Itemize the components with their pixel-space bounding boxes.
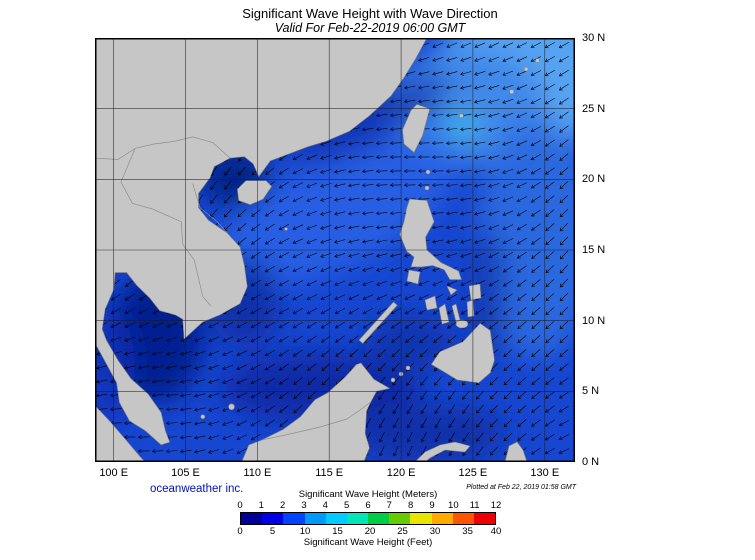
leyte	[466, 299, 475, 318]
mainland-asia	[95, 38, 428, 446]
oceanweather-credit: oceanweather inc.	[150, 483, 244, 495]
map-frame	[95, 38, 575, 462]
meters-tick: 5	[344, 500, 350, 511]
lon-tick-label: 105 E	[171, 467, 200, 479]
meters-tick: 1	[258, 500, 264, 511]
lon-tick-label: 115 E	[315, 467, 344, 479]
legend-feet-ticks: 0 5 10 15 20 25 30 35 40	[237, 526, 501, 537]
lat-tick-label: 5 N	[582, 385, 600, 398]
lon-tick-label: 120 E	[386, 467, 416, 479]
feet-tick: 40	[490, 526, 502, 537]
anambas-islands	[200, 414, 206, 420]
colorbar	[240, 512, 496, 525]
plotted-timestamp: Plotted at Feb 22, 2019 01:58 GMT	[466, 484, 576, 491]
meters-tick: 12	[490, 500, 502, 511]
babuyan-islands	[424, 185, 430, 191]
colorbar-segment	[431, 513, 453, 524]
colorbar-segment	[325, 513, 347, 524]
lat-tick-label: 0 N	[582, 456, 600, 468]
page-title: Significant Wave Height with Wave Direct…	[242, 6, 498, 21]
colorbar-segment	[368, 513, 390, 524]
feet-tick: 25	[397, 526, 408, 537]
palawan	[358, 301, 398, 344]
natuna-islands	[228, 403, 235, 411]
feet-tick: 15	[332, 526, 343, 537]
wave-height-map	[95, 38, 575, 462]
longitude-axis: 100 E 105 E 110 E 115 E 120 E 125 E 130 …	[95, 467, 575, 481]
colorbar-segment	[262, 513, 284, 524]
feet-tick: 35	[462, 526, 473, 537]
colorbar-segment	[241, 513, 263, 524]
graticule	[95, 38, 575, 462]
feet-tick: 20	[364, 526, 376, 537]
sulu-island-2	[390, 377, 396, 383]
meters-tick: 3	[301, 500, 307, 511]
bohol	[455, 319, 469, 329]
taiwan	[402, 104, 431, 153]
land-layer	[95, 38, 540, 462]
meters-tick: 7	[386, 500, 392, 511]
mindoro	[406, 269, 421, 285]
colorbar-segment	[473, 513, 496, 524]
samar	[468, 283, 482, 301]
feet-tick: 5	[269, 526, 276, 537]
sulawesi-north	[414, 441, 471, 462]
feet-tick: 30	[429, 526, 441, 537]
meters-tick: 10	[448, 500, 459, 511]
borneo	[241, 362, 391, 462]
lon-tick-label: 125 E	[458, 467, 488, 479]
feet-tick: 10	[299, 526, 311, 537]
meters-tick: 6	[365, 500, 371, 511]
ryukyu-island-2	[523, 66, 529, 72]
paracel-islands	[284, 227, 288, 231]
batanes-islands	[425, 169, 431, 175]
colorbar-segment	[452, 513, 474, 524]
country-borders	[95, 136, 372, 441]
valid-time-subtitle: Valid For Feb-22-2019 06:00 GMT	[274, 21, 466, 35]
negros	[438, 303, 450, 325]
legend-meters-label: Significant Wave Height (Meters)	[298, 489, 438, 500]
lat-tick-label: 20 N	[582, 173, 606, 186]
lon-tick-label: 110 E	[243, 467, 272, 479]
hainan	[236, 180, 273, 206]
meters-tick: 0	[237, 500, 243, 511]
ryukyu-island-1	[509, 89, 515, 95]
sumatra	[95, 404, 146, 462]
meters-tick: 4	[322, 500, 328, 511]
meters-tick: 11	[469, 500, 480, 511]
lon-tick-label: 130 E	[530, 467, 560, 479]
feet-tick: 0	[237, 526, 243, 537]
lat-tick-label: 25 N	[582, 102, 606, 115]
colorbar-segment	[389, 513, 411, 524]
sulu-island-3	[405, 365, 411, 371]
masbate	[446, 285, 458, 296]
lat-tick-label: 10 N	[582, 314, 606, 327]
colorbar-segment	[304, 513, 326, 524]
ryukyu-island-3	[535, 58, 540, 63]
meters-tick: 2	[280, 500, 286, 511]
legend-meters-ticks: 0 1 2 3 4 5 6 7 8 9 10 11 12	[237, 500, 501, 511]
halmahera	[504, 441, 528, 462]
lat-tick-label: 30 N	[582, 32, 606, 44]
mindanao	[430, 323, 495, 384]
luzon	[399, 198, 462, 280]
legend-feet-label: Significant Wave Height (Feet)	[303, 537, 433, 548]
panay	[424, 295, 438, 311]
lon-tick-label: 100 E	[99, 467, 129, 479]
yaeyama-islands	[459, 113, 464, 118]
colorbar-segment	[283, 513, 305, 524]
latitude-axis: 30 N 25 N 20 N 15 N 10 N 5 N 0 N	[582, 32, 622, 468]
wave-height-legend: Significant Wave Height (Meters) 0 1 2 3…	[237, 489, 501, 548]
colorbar-segment	[346, 513, 369, 524]
colorbar-segment	[410, 513, 432, 524]
lat-tick-label: 15 N	[582, 244, 606, 256]
meters-tick: 8	[408, 500, 414, 511]
map-area	[95, 38, 575, 462]
meters-tick: 9	[429, 500, 435, 511]
